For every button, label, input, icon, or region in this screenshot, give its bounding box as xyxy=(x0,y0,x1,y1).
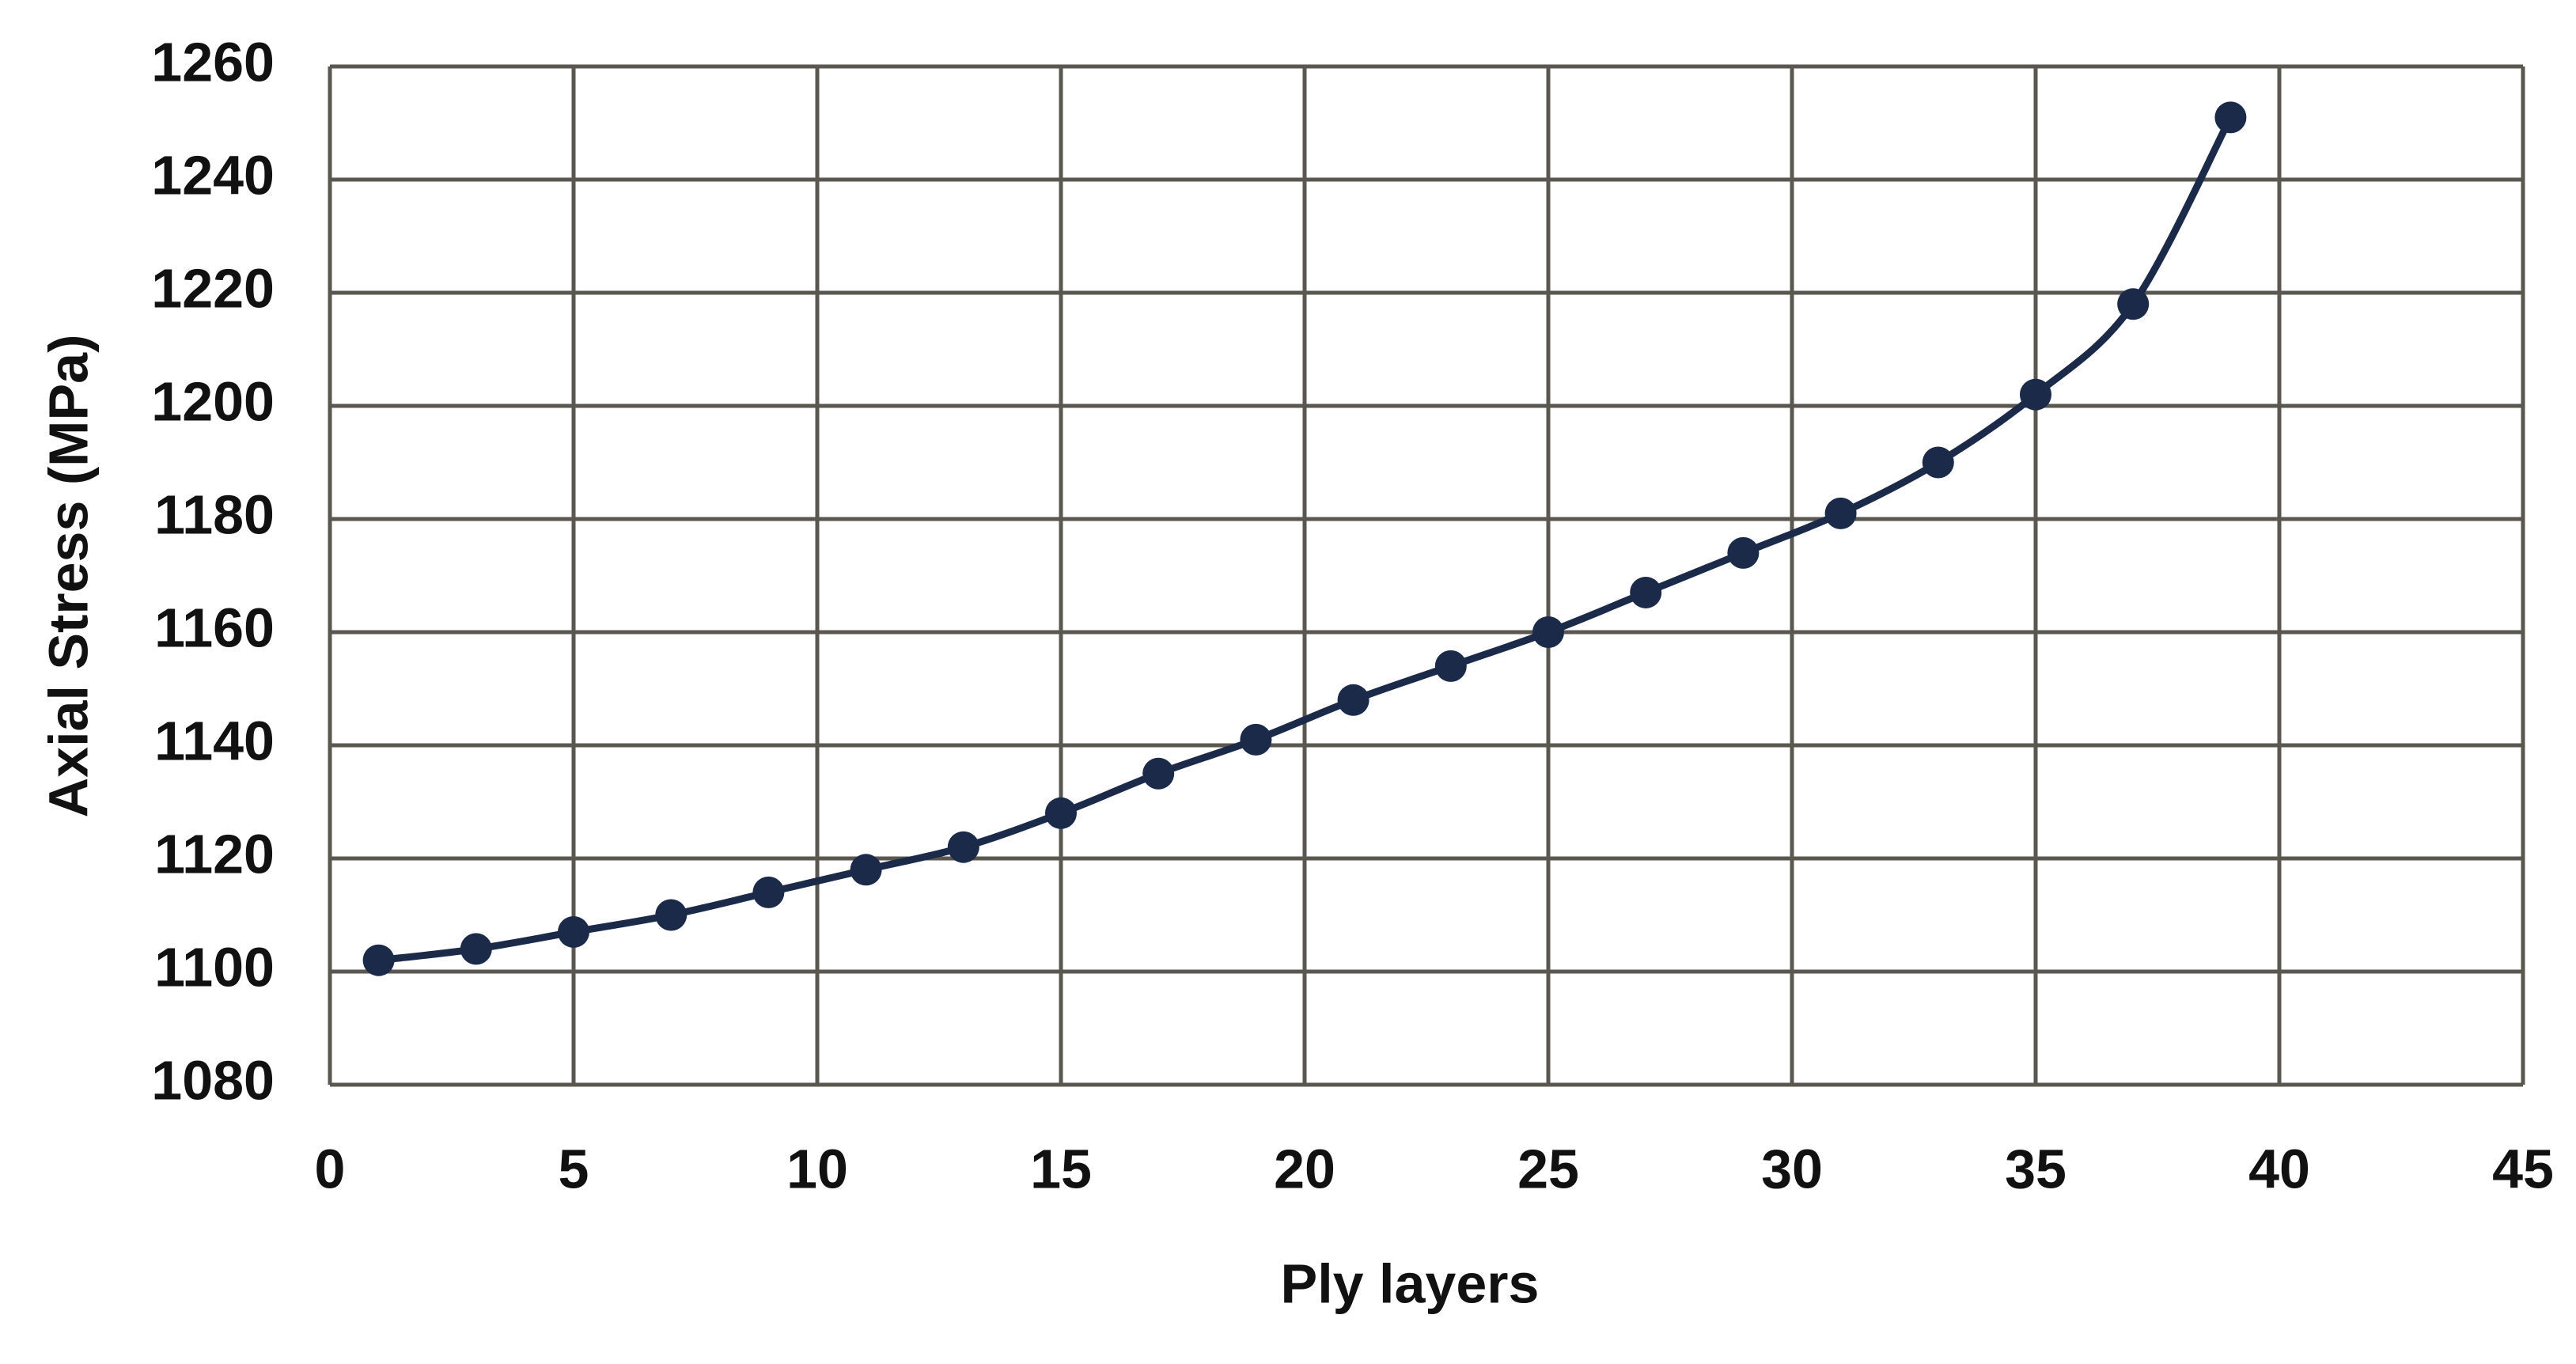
x-tick-label: 5 xyxy=(559,1138,589,1199)
point xyxy=(1630,576,1662,608)
point xyxy=(558,915,589,948)
y-tick-label: 1140 xyxy=(154,710,275,771)
series-line xyxy=(378,116,2234,964)
point xyxy=(1824,497,1857,529)
y-tick-label: 1180 xyxy=(154,483,275,545)
x-tick-label: 20 xyxy=(1274,1138,1335,1199)
y-tick-label: 1120 xyxy=(154,823,275,885)
y-tick-label: 1160 xyxy=(154,597,275,658)
point xyxy=(752,876,785,908)
y-tick-label: 1200 xyxy=(151,370,275,432)
x-tick-label: 40 xyxy=(2248,1138,2310,1199)
point xyxy=(1727,536,1760,569)
x-tick-label: 25 xyxy=(1517,1138,1579,1199)
point xyxy=(947,831,979,863)
y-tick-label: 1100 xyxy=(154,936,275,998)
x-tick-label: 10 xyxy=(786,1138,848,1199)
point xyxy=(1240,723,1272,756)
y-tick-label: 1260 xyxy=(151,31,275,93)
x-tick-label: 30 xyxy=(1761,1138,1823,1199)
point xyxy=(1922,446,1954,479)
x-tick-label: 45 xyxy=(2492,1138,2554,1199)
point xyxy=(2117,288,2150,320)
point xyxy=(362,944,395,976)
y-tick-label: 1220 xyxy=(151,257,275,319)
point xyxy=(1337,684,1369,716)
point xyxy=(2214,101,2247,134)
x-tick-label: 0 xyxy=(315,1138,346,1199)
y-tick-label: 1240 xyxy=(151,144,275,206)
point xyxy=(850,854,882,886)
x-axis-label: Ply layers xyxy=(1281,1252,1540,1314)
point xyxy=(2020,378,2051,411)
y-axis-label: Axial Stress (MPa) xyxy=(37,335,99,818)
x-tick-label: 35 xyxy=(2005,1138,2066,1199)
point xyxy=(460,933,492,965)
point xyxy=(1045,797,1077,829)
x-tick-label: 15 xyxy=(1030,1138,1092,1199)
y-tick-label: 1080 xyxy=(151,1049,275,1111)
point xyxy=(655,899,688,931)
point xyxy=(1532,616,1564,648)
point xyxy=(1142,757,1175,790)
point xyxy=(1434,650,1467,682)
